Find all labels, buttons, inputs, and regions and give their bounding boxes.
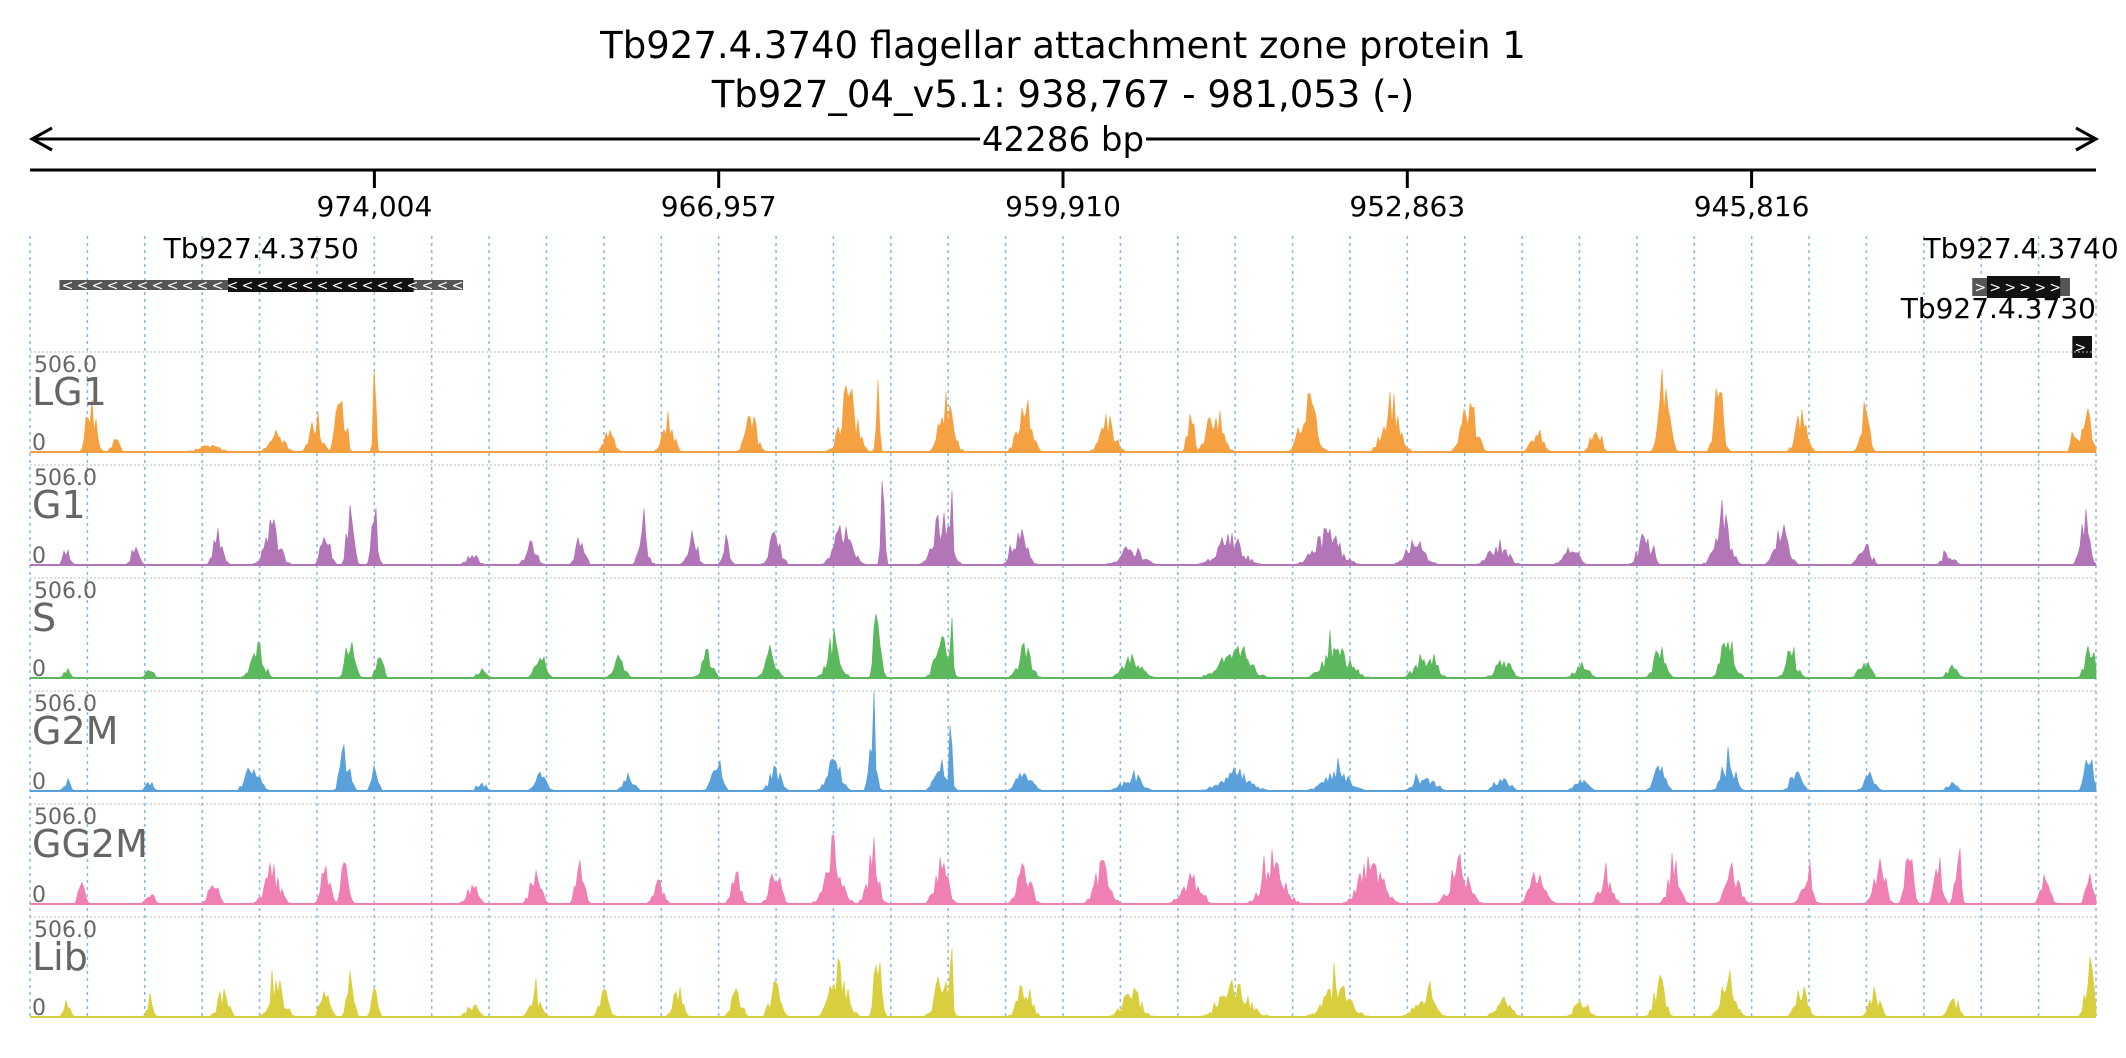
y-min-label: 0 — [32, 883, 46, 908]
gene-strand-arrow: < — [182, 278, 194, 294]
gene-strand-arrow: < — [422, 278, 434, 294]
y-max-label: 506.0 — [34, 579, 97, 604]
track-name: LG1 — [32, 370, 107, 414]
y-max-label: 506.0 — [34, 353, 97, 378]
gene-strand-arrow: < — [392, 278, 404, 294]
gene-strand-arrow: < — [227, 278, 239, 294]
gene-label: Tb927.4.3750 — [163, 232, 359, 265]
y-max-label: 506.0 — [34, 466, 97, 491]
y-min-label: 0 — [32, 996, 46, 1021]
gene-strand-arrow: < — [287, 278, 299, 294]
gene-strand-arrow: < — [197, 278, 209, 294]
gene-strand-arrow: < — [212, 278, 224, 294]
gene-strand-arrow: > — [2019, 280, 2031, 296]
track-name: S — [32, 596, 56, 640]
gene-strand-arrow: < — [242, 278, 254, 294]
gene-strand-arrow: < — [152, 278, 164, 294]
figure-subtitle: Tb927_04_v5.1: 938,767 - 981,053 (-) — [711, 73, 1415, 116]
gene-label: Tb927.4.3740 — [1922, 232, 2118, 265]
figure-title: Tb927.4.3740 flagellar attachment zone p… — [599, 24, 1526, 67]
gene-strand-arrow: < — [317, 278, 329, 294]
gene-strand-arrow: < — [272, 278, 284, 294]
span-label: 42286 bp — [982, 120, 1144, 160]
grid-lines — [29, 236, 2097, 1020]
gene-strand-arrow: < — [377, 278, 389, 294]
gene-strand-arrow: < — [362, 278, 374, 294]
gene-strand-arrow: < — [92, 278, 104, 294]
gene-strand-arrow: < — [407, 278, 419, 294]
x-tick-label: 952,863 — [1349, 190, 1465, 223]
span-arrow: 42286 bp — [28, 120, 2100, 160]
gene-cds — [228, 278, 414, 292]
track-name: Lib — [32, 935, 88, 979]
span-arrowhead-left — [28, 126, 53, 152]
gene-strand-arrow: < — [167, 278, 179, 294]
gene-strand-arrow: < — [137, 278, 149, 294]
coverage-tracks: 506.00LG1506.00G1506.00S506.00G2M506.00G… — [30, 351, 2097, 1021]
gene-cds — [1986, 276, 2061, 298]
gene-strand-arrow: < — [62, 278, 74, 294]
gene-track: < < < < < < < < < < < < < < < < < < < < < < < < < < <Tb927.4.3750>… — [59, 232, 2119, 358]
x-axis-ticks: 974,004 966,957 959,910 952,863 945,816 — [317, 170, 1810, 223]
x-tick-label: 945,816 — [1694, 190, 1810, 223]
track-name: GG2M — [32, 822, 148, 866]
gene-strand-arrow: > — [2075, 340, 2087, 356]
x-tick-label: 974,004 — [317, 190, 433, 223]
gene-label: Tb927.4.3730 — [1900, 292, 2096, 325]
y-min-label: 0 — [32, 544, 46, 569]
gene-strand-arrow: < — [302, 278, 314, 294]
gene-strand-arrow: < — [77, 278, 89, 294]
gene-strand-arrow: > — [2049, 280, 2061, 296]
gene-strand-arrow: > — [2034, 280, 2046, 296]
gene-strand-arrow: > — [1974, 280, 1986, 296]
gene-strand-arrow: > — [2004, 280, 2016, 296]
gene-strand-arrow: < — [437, 278, 449, 294]
span-arrowhead-right — [2075, 126, 2100, 152]
gene-strand-arrow: < — [347, 278, 359, 294]
y-min-label: 0 — [32, 431, 46, 456]
y-max-label: 506.0 — [34, 805, 97, 830]
track-name: G1 — [32, 483, 86, 527]
y-min-label: 0 — [32, 657, 46, 682]
gene-strand-arrow: < — [332, 278, 344, 294]
gene-strand-arrow: < — [122, 278, 134, 294]
track-name: G2M — [32, 709, 118, 753]
y-min-label: 0 — [32, 770, 46, 795]
y-max-label: 506.0 — [34, 692, 97, 717]
y-max-label: 506.0 — [34, 918, 97, 943]
gene-strand-arrow: > — [1989, 280, 2001, 296]
x-tick-label: 959,910 — [1005, 190, 1121, 223]
gene-strand-arrow: < — [107, 278, 119, 294]
gene-strand-arrow: < — [452, 278, 464, 294]
gene-strand-arrow: < — [257, 278, 269, 294]
x-tick-label: 966,957 — [661, 190, 777, 223]
